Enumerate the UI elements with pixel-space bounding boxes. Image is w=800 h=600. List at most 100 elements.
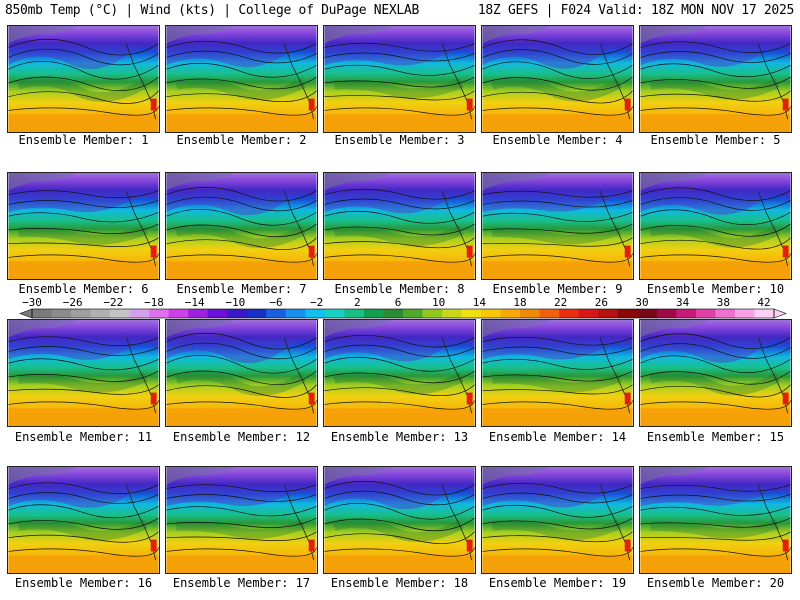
colorbar-swatch bbox=[559, 309, 580, 318]
temperature-map bbox=[7, 466, 160, 574]
ensemble-member-label: Ensemble Member: 3 bbox=[334, 133, 465, 147]
colorbar-swatch bbox=[715, 309, 736, 318]
colorbar-swatch bbox=[285, 309, 306, 318]
ensemble-panel: Ensemble Member: 10 bbox=[639, 172, 792, 298]
ensemble-panel: Ensemble Member: 5 bbox=[639, 25, 792, 149]
colorbar-swatch bbox=[51, 309, 72, 318]
colorbar-tick-label: 34 bbox=[676, 297, 690, 309]
colorbar-swatch bbox=[598, 309, 619, 318]
colorbar-swatch bbox=[481, 309, 501, 318]
colorbar-tick-label: 26 bbox=[595, 297, 608, 309]
colorbar-swatch bbox=[539, 309, 560, 318]
temperature-map bbox=[323, 319, 476, 427]
colorbar-swatch bbox=[676, 309, 697, 318]
temperature-map bbox=[481, 172, 634, 280]
temperature-map bbox=[165, 319, 318, 427]
temperature-map bbox=[639, 466, 792, 574]
colorbar-right-arrow bbox=[773, 308, 787, 319]
colorbar-swatch bbox=[129, 309, 150, 318]
ensemble-member-label: Ensemble Member: 6 bbox=[18, 282, 149, 296]
ensemble-member-label: Ensemble Member: 13 bbox=[330, 430, 469, 444]
temperature-map bbox=[165, 25, 318, 133]
colorbar-swatch bbox=[344, 309, 365, 318]
ensemble-member-label: Ensemble Member: 20 bbox=[646, 576, 785, 590]
colorbar-tick-label: 10 bbox=[432, 297, 445, 309]
colorbar-swatch bbox=[305, 309, 326, 318]
colorbar-swatch bbox=[246, 309, 267, 318]
ensemble-member-label: Ensemble Member: 17 bbox=[172, 576, 311, 590]
colorbar-swatch bbox=[110, 309, 130, 318]
temperature-map bbox=[165, 172, 318, 280]
colorbar-tick-label: −26 bbox=[63, 297, 83, 309]
colorbar-tick-label: −22 bbox=[103, 297, 123, 309]
colorbar-swatch bbox=[383, 309, 404, 318]
ensemble-panel: Ensemble Member: 12 bbox=[165, 319, 318, 446]
ensemble-member-label: Ensemble Member: 11 bbox=[14, 430, 153, 444]
colorbar-swatch bbox=[754, 309, 775, 318]
colorbar-swatch bbox=[149, 309, 169, 318]
colorbar-tick-label: 14 bbox=[473, 297, 487, 309]
ensemble-panel: Ensemble Member: 1 bbox=[7, 25, 160, 149]
colorbar-swatch bbox=[500, 309, 521, 318]
ensemble-member-label: Ensemble Member: 1 bbox=[18, 133, 149, 147]
temperature-map bbox=[7, 172, 160, 280]
colorbar-swatch bbox=[656, 309, 677, 318]
colorbar-tick-label: −18 bbox=[144, 297, 164, 309]
colorbar-tick-label: 22 bbox=[554, 297, 567, 309]
ensemble-panel: Ensemble Member: 7 bbox=[165, 172, 318, 298]
colorbar-left-arrow bbox=[19, 308, 33, 319]
ensemble-member-label: Ensemble Member: 7 bbox=[176, 282, 307, 296]
ensemble-panel: Ensemble Member: 20 bbox=[639, 466, 792, 592]
ensemble-member-label: Ensemble Member: 14 bbox=[488, 430, 627, 444]
colorbar-swatch bbox=[90, 309, 111, 318]
temperature-map bbox=[165, 466, 318, 574]
temperature-map bbox=[7, 25, 160, 133]
colorbar-swatch bbox=[168, 309, 189, 318]
colorbar-outline bbox=[31, 308, 775, 319]
ensemble-panel: Ensemble Member: 6 bbox=[7, 172, 160, 298]
colorbar-swatch bbox=[227, 309, 248, 318]
ensemble-member-label: Ensemble Member: 16 bbox=[14, 576, 153, 590]
colorbar-swatch bbox=[442, 309, 462, 318]
ensemble-panel: Ensemble Member: 14 bbox=[481, 319, 634, 446]
colorbar-tick-label: −30 bbox=[22, 297, 42, 309]
colorbar-swatch bbox=[324, 309, 345, 318]
ensemble-member-label: Ensemble Member: 8 bbox=[334, 282, 465, 296]
colorbar-swatch bbox=[422, 309, 443, 318]
colorbar-tick-label: 18 bbox=[513, 297, 526, 309]
colorbar-swatch bbox=[363, 309, 384, 318]
ensemble-member-label: Ensemble Member: 18 bbox=[330, 576, 469, 590]
ensemble-member-label: Ensemble Member: 19 bbox=[488, 576, 627, 590]
temperature-map bbox=[639, 319, 792, 427]
ensemble-member-label: Ensemble Member: 9 bbox=[492, 282, 623, 296]
temperature-map bbox=[323, 172, 476, 280]
ensemble-panel: Ensemble Member: 16 bbox=[7, 466, 160, 592]
colorbar-swatch bbox=[578, 309, 599, 318]
temperature-map bbox=[481, 466, 634, 574]
temperature-map bbox=[481, 319, 634, 427]
temperature-map bbox=[639, 25, 792, 133]
ensemble-member-label: Ensemble Member: 2 bbox=[176, 133, 307, 147]
ensemble-member-label: Ensemble Member: 10 bbox=[646, 282, 785, 296]
ensemble-member-label: Ensemble Member: 5 bbox=[650, 133, 781, 147]
ensemble-member-label: Ensemble Member: 15 bbox=[646, 430, 785, 444]
ensemble-panel: Ensemble Member: 4 bbox=[481, 25, 634, 149]
ensemble-panel: Ensemble Member: 17 bbox=[165, 466, 318, 592]
temperature-map bbox=[323, 25, 476, 133]
header-title: 850mb Temp (°C) | Wind (kts) | College o… bbox=[5, 3, 419, 18]
colorbar-swatch bbox=[32, 309, 52, 318]
temperature-map bbox=[481, 25, 634, 133]
colorbar-tick-label: −14 bbox=[185, 297, 205, 309]
colorbar-swatch bbox=[461, 309, 482, 318]
colorbar-swatch bbox=[207, 309, 228, 318]
temperature-map bbox=[323, 466, 476, 574]
colorbar-tick-label: 2 bbox=[354, 297, 361, 309]
ensemble-panel: Ensemble Member: 11 bbox=[7, 319, 160, 446]
temperature-map bbox=[7, 319, 160, 427]
colorbar-swatch bbox=[520, 309, 540, 318]
colorbar-swatch bbox=[188, 309, 209, 318]
colorbar-tick-label: −10 bbox=[225, 297, 245, 309]
temperature-map bbox=[639, 172, 792, 280]
colorbar-tick-label: 30 bbox=[635, 297, 648, 309]
colorbar-tick-label: −6 bbox=[269, 297, 282, 309]
